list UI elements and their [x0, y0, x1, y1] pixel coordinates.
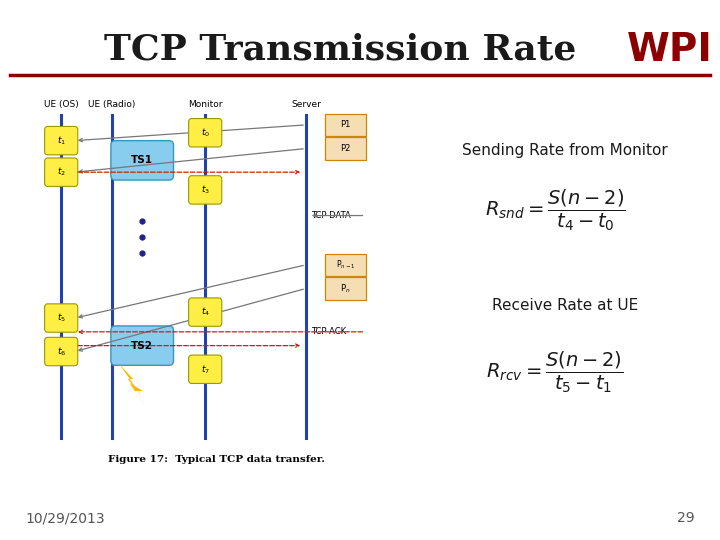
Text: $t_4$: $t_4$ [201, 306, 210, 319]
Text: P1: P1 [341, 120, 351, 130]
Text: $t_5$: $t_5$ [57, 312, 66, 325]
Text: $t_1$: $t_1$ [57, 134, 66, 147]
Text: 10/29/2013: 10/29/2013 [25, 511, 104, 525]
Text: $R_{snd} = \dfrac{S(n-2)}{t_4 - t_0}$: $R_{snd} = \dfrac{S(n-2)}{t_4 - t_0}$ [485, 187, 626, 233]
Text: Receive Rate at UE: Receive Rate at UE [492, 298, 638, 313]
Text: $t_2$: $t_2$ [57, 166, 66, 178]
FancyBboxPatch shape [45, 158, 78, 186]
Text: $t_0$: $t_0$ [201, 126, 210, 139]
Text: $R_{rcv} = \dfrac{S(n-2)}{t_5 - t_1}$: $R_{rcv} = \dfrac{S(n-2)}{t_5 - t_1}$ [486, 349, 624, 395]
Text: $t_3$: $t_3$ [201, 184, 210, 196]
FancyBboxPatch shape [189, 119, 222, 147]
FancyBboxPatch shape [45, 126, 78, 155]
Text: TS2: TS2 [131, 341, 153, 350]
Text: Server: Server [291, 100, 321, 109]
Text: WPI: WPI [627, 31, 713, 69]
Polygon shape [130, 383, 147, 409]
FancyBboxPatch shape [189, 355, 222, 383]
FancyBboxPatch shape [325, 138, 366, 159]
Text: TCP Transmission Rate: TCP Transmission Rate [104, 33, 576, 67]
Text: 29: 29 [678, 511, 695, 525]
Text: UE (Radio): UE (Radio) [88, 100, 135, 109]
Text: Figure 17:  Typical TCP data transfer.: Figure 17: Typical TCP data transfer. [107, 455, 325, 464]
Text: TCP DATA: TCP DATA [312, 211, 351, 220]
FancyBboxPatch shape [111, 140, 174, 180]
Text: P$_{n-1}$: P$_{n-1}$ [336, 259, 356, 271]
FancyBboxPatch shape [325, 278, 366, 300]
FancyBboxPatch shape [189, 176, 222, 204]
Text: TS1: TS1 [131, 156, 153, 165]
Text: P$_n$: P$_n$ [341, 282, 351, 295]
FancyBboxPatch shape [45, 304, 78, 332]
Text: TCP ACK: TCP ACK [312, 327, 346, 336]
Text: $t_6$: $t_6$ [57, 345, 66, 358]
Polygon shape [119, 363, 142, 397]
FancyBboxPatch shape [111, 326, 174, 366]
FancyBboxPatch shape [45, 338, 78, 366]
Text: P2: P2 [341, 144, 351, 153]
FancyBboxPatch shape [325, 114, 366, 136]
Text: Monitor: Monitor [188, 100, 222, 109]
Text: Sending Rate from Monitor: Sending Rate from Monitor [462, 143, 668, 158]
Text: $t_7$: $t_7$ [201, 363, 210, 375]
Text: UE (OS): UE (OS) [44, 100, 78, 109]
FancyBboxPatch shape [189, 298, 222, 326]
FancyBboxPatch shape [325, 254, 366, 276]
